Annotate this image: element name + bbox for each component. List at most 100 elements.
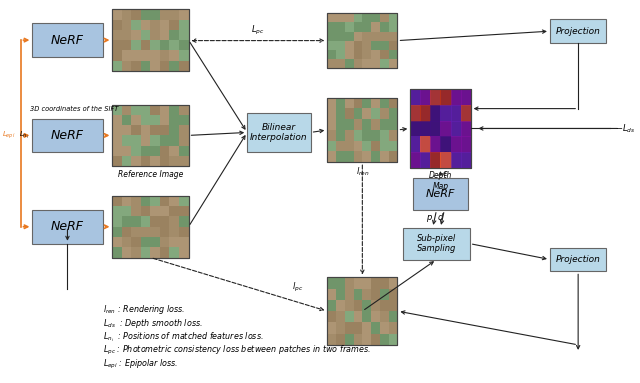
Bar bbox=[371, 141, 380, 151]
Bar bbox=[371, 59, 380, 68]
Bar bbox=[122, 115, 131, 125]
Bar bbox=[345, 41, 353, 50]
Bar bbox=[179, 227, 189, 237]
Bar bbox=[440, 121, 452, 137]
Bar bbox=[420, 121, 431, 137]
Bar bbox=[380, 300, 388, 311]
Bar bbox=[362, 59, 371, 68]
Bar bbox=[336, 59, 345, 68]
Bar bbox=[336, 334, 345, 345]
Bar bbox=[461, 121, 472, 137]
Bar bbox=[122, 105, 131, 115]
Bar bbox=[179, 105, 189, 115]
Bar bbox=[345, 59, 353, 68]
Bar bbox=[380, 108, 388, 119]
Bar bbox=[403, 228, 470, 260]
Bar bbox=[420, 89, 431, 106]
Bar bbox=[179, 216, 189, 227]
Bar bbox=[150, 237, 160, 247]
Bar bbox=[345, 322, 353, 334]
Bar bbox=[122, 196, 131, 206]
Bar bbox=[160, 125, 170, 136]
Bar bbox=[380, 277, 388, 289]
Bar bbox=[141, 105, 150, 115]
Bar bbox=[380, 311, 388, 322]
Bar bbox=[170, 125, 179, 136]
Bar bbox=[131, 136, 141, 146]
Bar bbox=[160, 115, 170, 125]
Bar bbox=[345, 50, 353, 59]
Bar bbox=[113, 30, 122, 40]
Bar bbox=[388, 41, 397, 50]
Bar bbox=[179, 206, 189, 216]
Bar bbox=[141, 30, 150, 40]
Bar bbox=[170, 247, 179, 257]
Bar bbox=[388, 130, 397, 141]
Bar bbox=[327, 13, 397, 68]
Bar bbox=[131, 40, 141, 50]
Bar bbox=[141, 247, 150, 257]
Bar bbox=[380, 141, 388, 151]
Bar bbox=[122, 216, 131, 227]
Bar bbox=[353, 300, 362, 311]
Bar bbox=[113, 196, 189, 257]
Bar bbox=[430, 136, 442, 153]
Bar bbox=[160, 247, 170, 257]
Bar bbox=[150, 125, 160, 136]
Bar bbox=[362, 322, 371, 334]
Bar bbox=[179, 20, 189, 30]
Bar bbox=[380, 13, 388, 22]
Bar bbox=[327, 98, 336, 108]
Bar bbox=[353, 31, 362, 41]
Bar bbox=[141, 50, 150, 61]
Bar bbox=[410, 105, 421, 121]
Bar bbox=[380, 334, 388, 345]
Bar bbox=[179, 237, 189, 247]
Bar bbox=[122, 61, 131, 71]
Bar bbox=[345, 300, 353, 311]
Bar bbox=[362, 289, 371, 300]
Bar bbox=[345, 141, 353, 151]
Bar bbox=[353, 59, 362, 68]
Bar bbox=[170, 136, 179, 146]
Bar bbox=[122, 146, 131, 156]
Bar bbox=[353, 334, 362, 345]
Bar bbox=[388, 22, 397, 31]
Bar bbox=[410, 152, 421, 169]
Bar bbox=[150, 9, 160, 20]
Bar bbox=[170, 227, 179, 237]
Bar bbox=[461, 89, 472, 106]
Bar bbox=[362, 151, 371, 162]
Bar bbox=[336, 50, 345, 59]
Bar bbox=[113, 20, 122, 30]
Bar bbox=[122, 20, 131, 30]
Bar bbox=[170, 50, 179, 61]
Bar bbox=[353, 311, 362, 322]
Text: $L_{ds}$  : Depth smooth loss.: $L_{ds}$ : Depth smooth loss. bbox=[102, 316, 202, 329]
Bar bbox=[141, 237, 150, 247]
Bar bbox=[388, 151, 397, 162]
Bar bbox=[388, 59, 397, 68]
Bar bbox=[380, 59, 388, 68]
Bar bbox=[371, 311, 380, 322]
Bar bbox=[131, 206, 141, 216]
Bar bbox=[122, 9, 131, 20]
Bar bbox=[440, 105, 452, 121]
Bar bbox=[150, 136, 160, 146]
Bar bbox=[380, 22, 388, 31]
Bar bbox=[113, 216, 122, 227]
Text: 3D coordinates of the SIFT: 3D coordinates of the SIFT bbox=[30, 106, 118, 111]
Bar bbox=[362, 141, 371, 151]
Bar bbox=[345, 98, 353, 108]
Bar bbox=[113, 247, 122, 257]
Bar bbox=[179, 136, 189, 146]
Bar bbox=[388, 322, 397, 334]
Bar bbox=[440, 136, 452, 153]
Bar bbox=[353, 322, 362, 334]
Text: d: d bbox=[438, 213, 443, 222]
Text: Projection: Projection bbox=[556, 27, 600, 36]
Bar bbox=[371, 108, 380, 119]
Bar bbox=[336, 151, 345, 162]
Bar bbox=[388, 119, 397, 130]
Bar bbox=[451, 121, 461, 137]
